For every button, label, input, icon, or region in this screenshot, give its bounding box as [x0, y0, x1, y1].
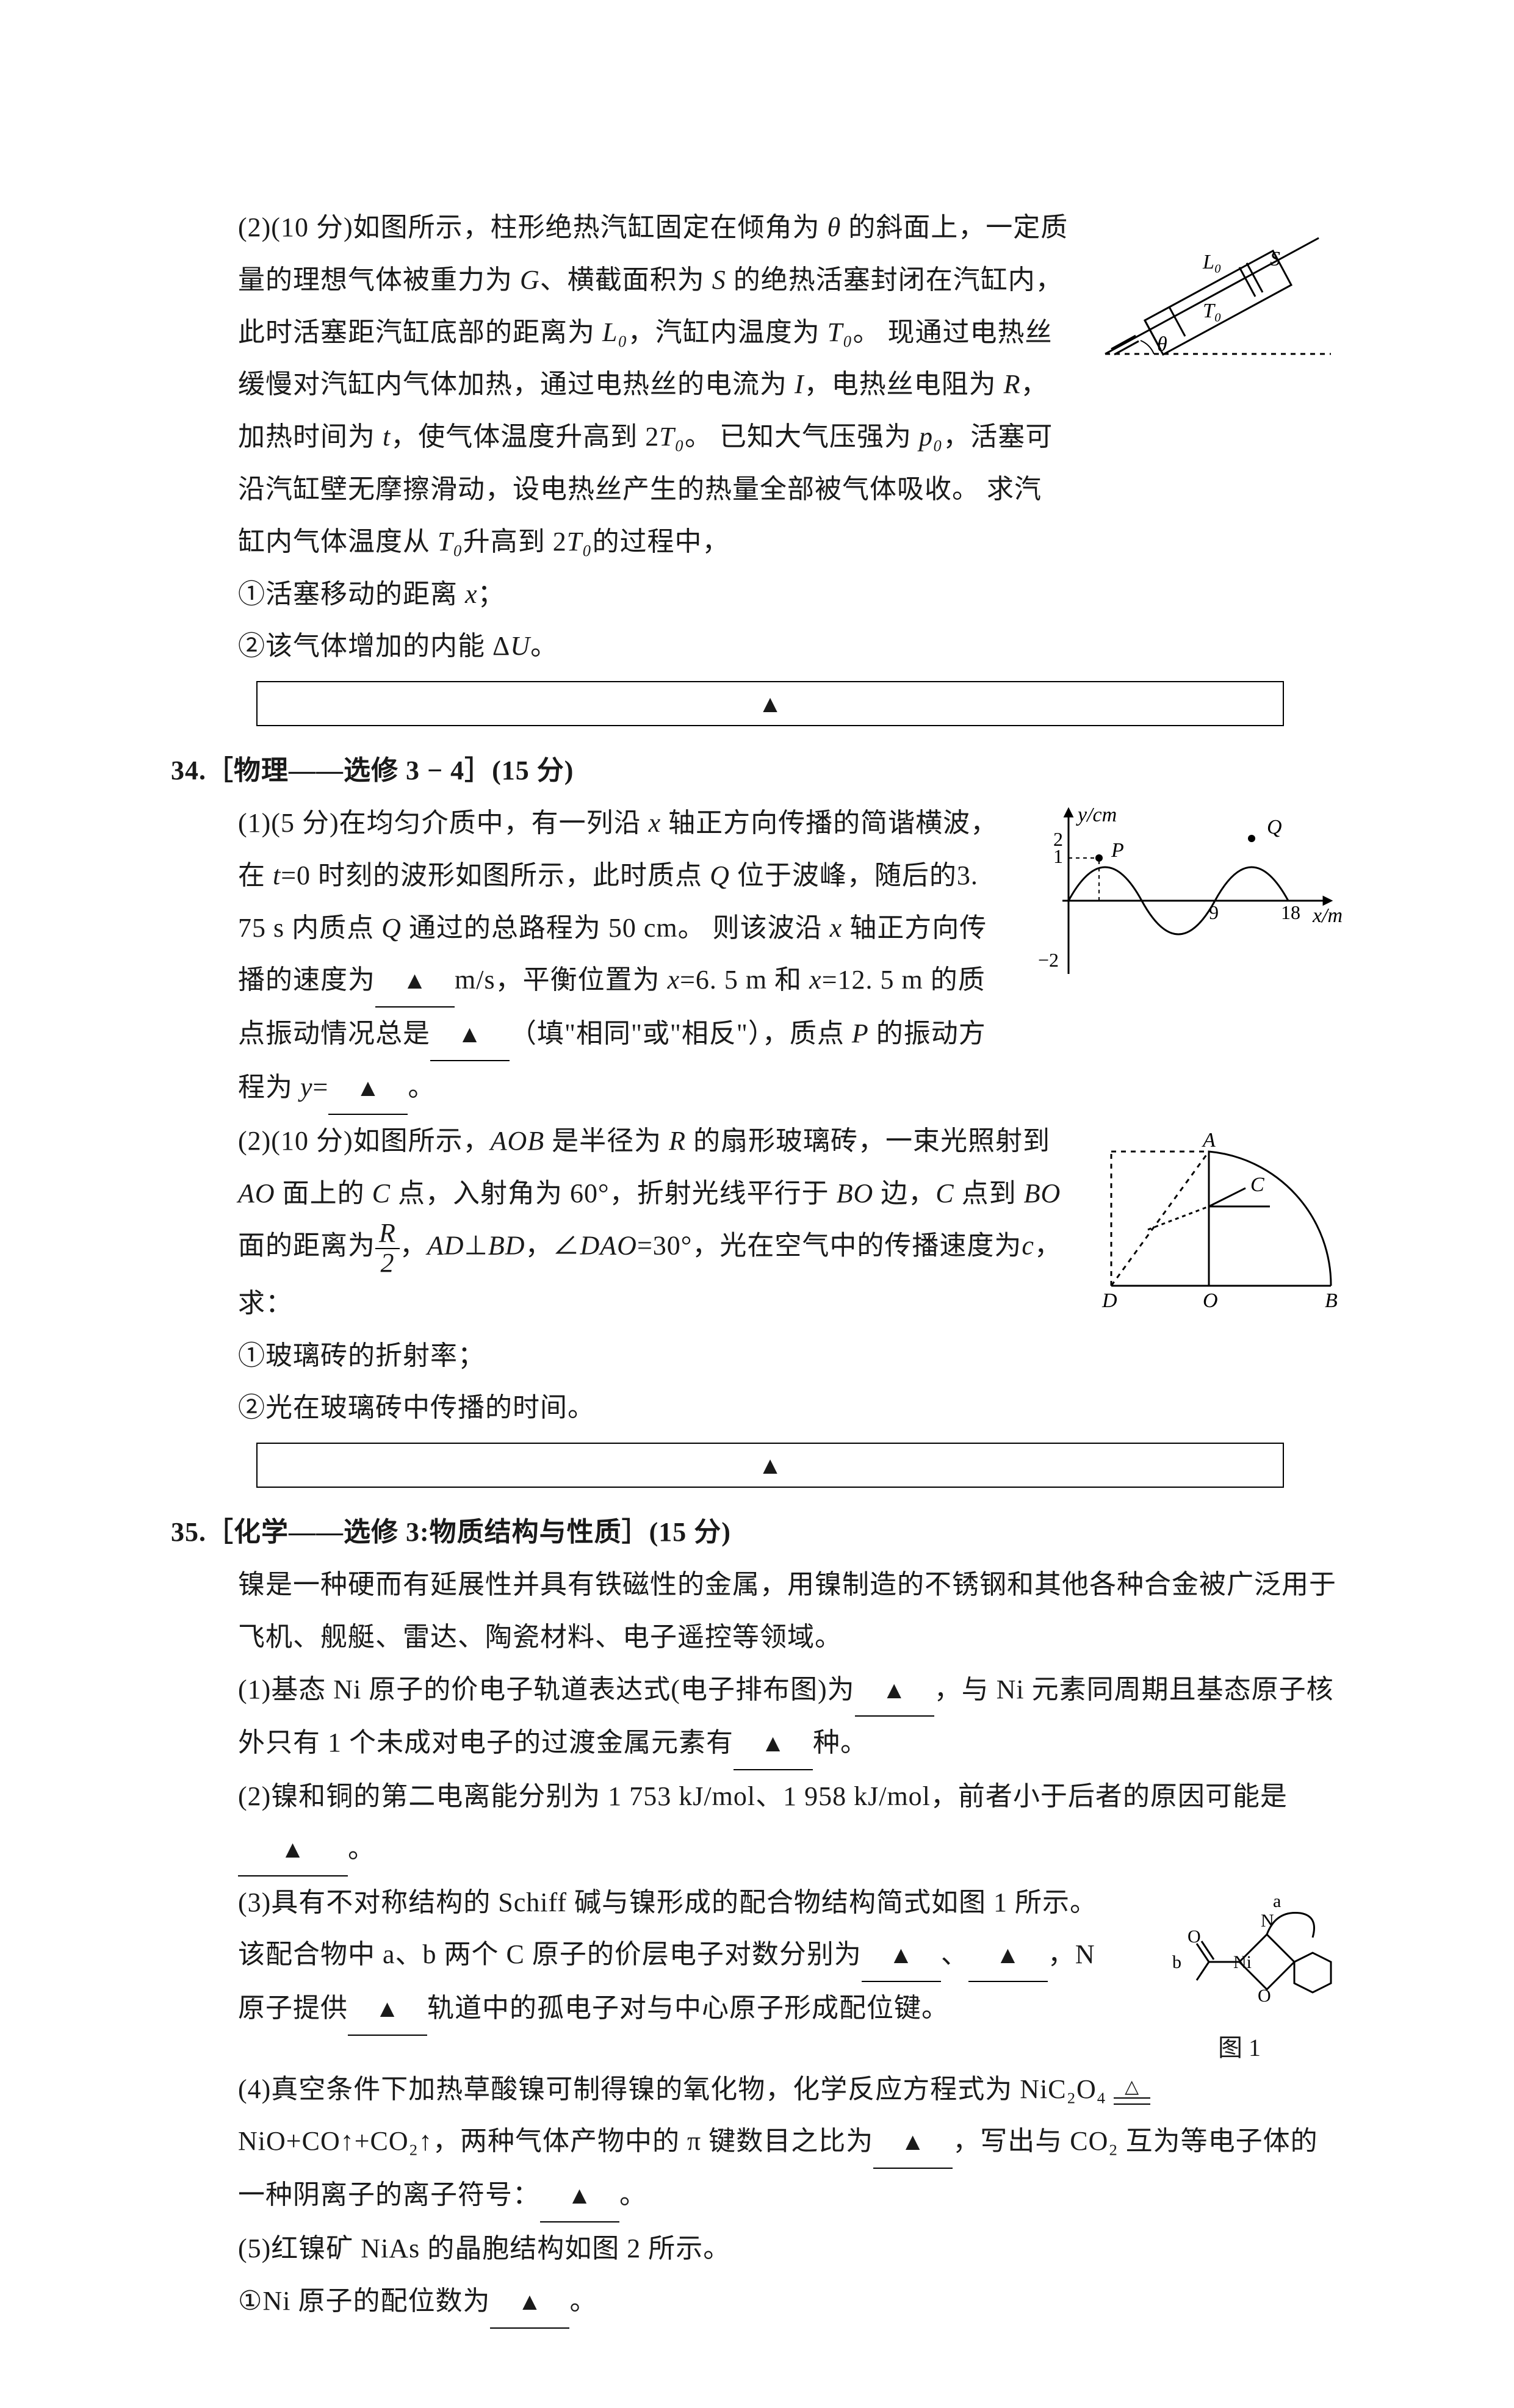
q35-1: (1)基态 Ni 原子的价电子轨道表达式(电子排布图)为▲，与 Ni 元素同周期… [171, 1664, 1343, 1771]
ytick-m2: −2 [1038, 949, 1059, 971]
blank-q35-3a: ▲ [862, 1928, 941, 1982]
blank-q35-4a: ▲ [873, 2115, 953, 2169]
blank-q35-1b: ▲ [734, 1717, 813, 1770]
q35-2: (2)镍和铜的第二电离能分别为 1 753 kJ/mol、1 958 kJ/mo… [171, 1770, 1343, 1876]
label-Ni: Ni [1233, 1952, 1252, 1972]
label-P: P [1111, 839, 1124, 862]
q35-header: 35.［化学——选修 3:物质结构与性质］(15 分) [171, 1506, 1343, 1559]
label-O2: O [1188, 1927, 1201, 1947]
q35-4: (4)真空条件下加热草酸镍可制得镍的氧化物，化学反应方程式为 NiC₂O₄ △ … [171, 2063, 1343, 2222]
blank-q35-3b: ▲ [968, 1928, 1048, 1982]
xtick-18: 18 [1281, 901, 1300, 923]
question-33-2: L₀ S T₀ θ (2)(10 分)如图所示，柱形绝热汽缸固定在倾角为 θ 的… [171, 201, 1343, 726]
question-34: 34.［物理——选修 3 − 4］(15 分) y/cm x/m 2 1 [171, 744, 1343, 1488]
fig1-caption: 图 1 [1136, 2028, 1343, 2063]
wave-ylabel: y/cm [1076, 804, 1117, 826]
wave-xlabel: x/m [1312, 904, 1343, 927]
label-N: N [1261, 1911, 1274, 1931]
q33-2-sub1: ①活塞移动的距离 x； [171, 568, 1343, 621]
label-D: D [1101, 1289, 1117, 1312]
xtick-9: 9 [1209, 901, 1219, 923]
label-T0: T₀ [1203, 300, 1222, 322]
blank-q35-1a: ▲ [855, 1664, 934, 1717]
label-O1: O [1258, 1986, 1271, 2006]
ytick-1: 1 [1053, 845, 1063, 867]
question-35: 35.［化学——选修 3:物质结构与性质］(15 分) 镍是一种硬而有延展性并具… [171, 1506, 1343, 2329]
q35-5-1: ①Ni 原子的配位数为▲。 [171, 2275, 1343, 2329]
q34-2-sub2: ②光在玻璃砖中传播的时间。 [171, 1382, 1343, 1434]
q34-header: 34.［物理——选修 3 − 4］(15 分) [171, 744, 1343, 797]
q35-5: (5)红镍矿 NiAs 的晶胞结构如图 2 所示。 [171, 2222, 1343, 2275]
q34-2-sub1: ①玻璃砖的折射率； [171, 1330, 1343, 1382]
q34-1-text: (1)(5 分)在均匀介质中，有一列沿 x 轴正方向传播的简谐横波，在 t=0 … [171, 797, 1008, 1115]
blank-speed: ▲ [375, 954, 455, 1008]
blank-same-opp: ▲ [430, 1008, 510, 1061]
label-B: B [1325, 1289, 1338, 1312]
label-S: S [1270, 248, 1280, 270]
answer-bar: ▲ [256, 681, 1284, 726]
figure-wave: y/cm x/m 2 1 −2 9 18 P Q [1026, 797, 1343, 986]
blank-q35-5-1: ▲ [490, 2275, 569, 2329]
q35-intro: 镍是一种硬而有延展性并具有铁磁性的金属，用镍制造的不锈钢和其他各种合金被广泛用于… [171, 1559, 1343, 1664]
figure-schiff-complex: N O Ni O a b 图 1 [1136, 1883, 1343, 2063]
figure-cylinder-incline: L₀ S T₀ θ [1087, 201, 1343, 378]
blank-eqn: ▲ [328, 1061, 408, 1115]
blank-q35-2: ▲ [238, 1823, 348, 1876]
q34-2-text: (2)(10 分)如图所示，AOB 是半径为 R 的扇形玻璃砖，一束光照射到 A… [171, 1115, 1069, 1330]
q33-2-text: (2)(10 分)如图所示，柱形绝热汽缸固定在倾角为 θ 的斜面上，一定质量的理… [171, 201, 1069, 568]
q35-3: (3)具有不对称结构的 Schiff 碱与镍形成的配合物结构简式如图 1 所示。… [171, 1876, 1117, 2036]
label-Q: Q [1267, 816, 1282, 838]
label-A: A [1202, 1129, 1216, 1152]
answer-bar: ▲ [256, 1443, 1284, 1488]
label-C: C [1250, 1173, 1264, 1196]
figure-sector-glass: A C D O B [1087, 1127, 1343, 1316]
label-L0: L₀ [1202, 251, 1222, 273]
label-O: O [1203, 1289, 1218, 1312]
blank-q35-3c: ▲ [348, 1982, 427, 2036]
blank-q35-4b: ▲ [540, 2169, 619, 2222]
label-a: a [1273, 1891, 1281, 1911]
label-b: b [1172, 1952, 1181, 1972]
q33-2-sub2: ②该气体增加的内能 ΔU。 [171, 620, 1343, 672]
label-theta: θ [1157, 333, 1167, 356]
